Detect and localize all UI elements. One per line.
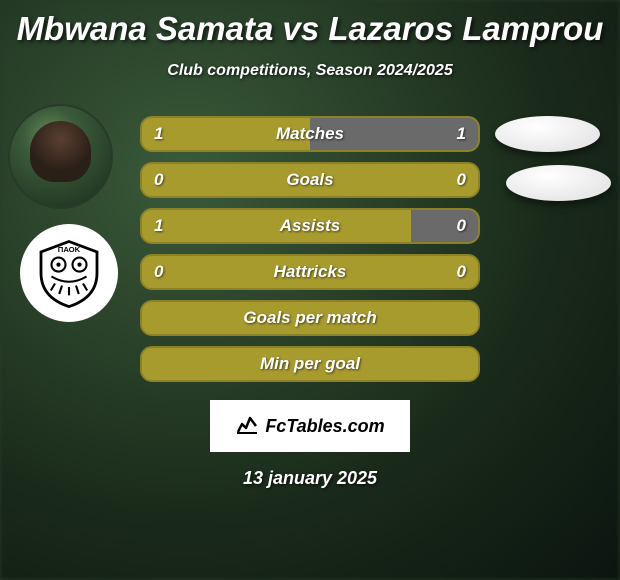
stat-row: Min per goal bbox=[140, 346, 480, 382]
stat-row: 1 Assists 0 bbox=[140, 208, 480, 244]
stat-row: 1 Matches 1 bbox=[140, 116, 480, 152]
bar-right-segment bbox=[411, 210, 478, 242]
date-text: 13 january 2025 bbox=[243, 468, 377, 489]
page-subtitle: Club competitions, Season 2024/2025 bbox=[167, 62, 452, 80]
bar-value-right: 1 bbox=[457, 124, 466, 144]
bar-value-right: 0 bbox=[457, 170, 466, 190]
bar-value-left: 1 bbox=[154, 124, 163, 144]
bar-value-left: 1 bbox=[154, 216, 163, 236]
bar-left-segment bbox=[142, 210, 411, 242]
bar-label: Goals bbox=[286, 170, 333, 190]
bar-label: Goals per match bbox=[243, 308, 376, 328]
chart-icon bbox=[235, 412, 259, 441]
player-avatar bbox=[8, 104, 113, 209]
bar-value-left: 0 bbox=[154, 262, 163, 282]
page-title: Mbwana Samata vs Lazaros Lamprou bbox=[17, 10, 604, 48]
attribution-badge[interactable]: FcTables.com bbox=[210, 400, 410, 452]
bar-value-left: 0 bbox=[154, 170, 163, 190]
bar-label: Matches bbox=[276, 124, 344, 144]
bar-label: Assists bbox=[280, 216, 340, 236]
svg-text:ΠΑΟΚ: ΠΑΟΚ bbox=[58, 245, 81, 254]
club-badge-container: ΠΑΟΚ bbox=[20, 224, 118, 322]
club-badge-icon: ΠΑΟΚ bbox=[34, 238, 104, 308]
stat-row: 0 Hattricks 0 bbox=[140, 254, 480, 290]
content-wrapper: Mbwana Samata vs Lazaros Lamprou Club co… bbox=[0, 0, 620, 580]
stat-row: Goals per match bbox=[140, 300, 480, 336]
stat-row: 0 Goals 0 bbox=[140, 162, 480, 198]
player2-oval-1 bbox=[495, 116, 600, 152]
stats-area: ΠΑΟΚ 1 Matches 1 0 Goals 0 1 Assists 0 0 Hattricks… bbox=[0, 116, 620, 382]
bar-value-right: 0 bbox=[457, 262, 466, 282]
bar-value-right: 0 bbox=[457, 216, 466, 236]
stat-bars: 1 Matches 1 0 Goals 0 1 Assists 0 0 Hattricks 0 Goal… bbox=[140, 116, 480, 382]
bar-label: Min per goal bbox=[260, 354, 360, 374]
attribution-text: FcTables.com bbox=[265, 416, 384, 437]
bar-label: Hattricks bbox=[274, 262, 347, 282]
player2-oval-2 bbox=[506, 165, 611, 201]
